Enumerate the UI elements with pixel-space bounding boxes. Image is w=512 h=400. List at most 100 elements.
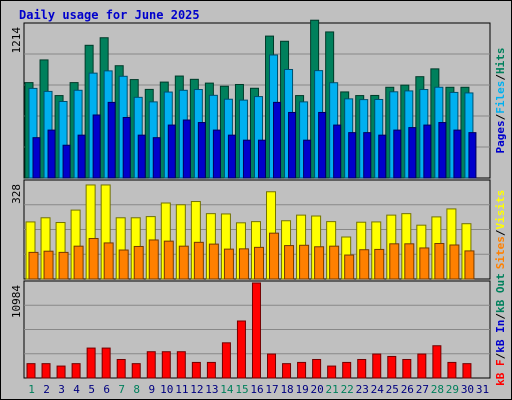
bar-sites [344, 254, 355, 280]
bar-sites [133, 245, 144, 280]
bar-sites [449, 244, 460, 280]
bar-kb-f [342, 361, 352, 379]
day-label: 10 [160, 383, 173, 396]
bar-kb-f [236, 320, 246, 379]
bar-pages [273, 101, 282, 179]
day-label: 1 [28, 383, 35, 396]
day-label: 30 [461, 383, 474, 396]
bar-pages [167, 124, 176, 179]
bar-kb-f [71, 363, 81, 379]
bar-pages [137, 134, 146, 179]
bar-sites [178, 245, 189, 280]
bar-sites [58, 251, 69, 280]
bar-sites [314, 246, 325, 280]
legend-visits-sites: Sites/Visits [494, 190, 507, 270]
legend-entry: / [494, 313, 507, 320]
bar-kb-f [282, 363, 292, 379]
bar-kb-f [462, 363, 472, 379]
day-label: 26 [401, 383, 414, 396]
bar-sites [73, 245, 84, 280]
bar-sites [374, 248, 385, 280]
bar-pages [182, 119, 191, 179]
bar-kb-f [86, 347, 96, 379]
bar-pages [152, 137, 161, 179]
bar-kb-f [191, 361, 201, 379]
bar-kb-f [131, 363, 141, 379]
day-label: 7 [118, 383, 125, 396]
bar-kb-f [267, 353, 277, 379]
bar-sites [284, 245, 295, 280]
bar-kb-f [176, 351, 186, 379]
day-label: 22 [341, 383, 354, 396]
bar-sites [193, 241, 204, 280]
bar-pages [423, 124, 432, 179]
legend-entry: / [494, 229, 507, 236]
day-label: 29 [446, 383, 459, 396]
legend-entry: / [494, 352, 507, 359]
day-label: 23 [356, 383, 369, 396]
bar-pages [212, 129, 221, 179]
day-label: 4 [73, 383, 80, 396]
legend-kbytes: kB F/kB In/kB Out [494, 273, 507, 386]
bar-sites [434, 243, 445, 280]
bar-kb-f [417, 353, 427, 379]
bar-sites [329, 245, 340, 280]
bar-kb-f [327, 365, 337, 379]
bar-kb-f [312, 358, 322, 379]
bar-pages [32, 137, 41, 179]
bar-kb-f [26, 363, 36, 379]
bar-kb-f [251, 282, 261, 379]
bar-kb-f [101, 347, 111, 379]
day-label: 3 [58, 383, 65, 396]
day-label: 5 [88, 383, 95, 396]
bar-kb-f [357, 358, 367, 379]
day-label: 18 [280, 383, 293, 396]
bar-pages [257, 139, 266, 179]
bar-sites [163, 240, 174, 280]
bar-sites [269, 232, 280, 280]
bar-pages [333, 124, 342, 179]
bar-pages [348, 132, 357, 179]
day-label: 11 [175, 383, 188, 396]
day-label: 12 [190, 383, 203, 396]
day-label: 8 [133, 383, 140, 396]
bar-pages [107, 101, 116, 179]
day-label: 2 [43, 383, 50, 396]
bar-sites [464, 250, 475, 280]
legend-entry: / [494, 74, 507, 81]
bar-pages [438, 122, 447, 179]
bar-kb-f [372, 353, 382, 379]
bar-sites [389, 243, 400, 280]
day-label: 20 [311, 383, 324, 396]
bar-pages [378, 134, 387, 179]
bar-sites [88, 237, 99, 280]
day-label: 15 [235, 383, 248, 396]
day-label: 28 [431, 383, 444, 396]
bar-pages [122, 117, 131, 179]
day-label: 17 [265, 383, 278, 396]
bar-pages [453, 129, 462, 179]
bar-pages [242, 139, 251, 179]
y-max-label: 328 [10, 184, 23, 204]
legend-entry: Sites [494, 236, 507, 269]
day-label: 14 [220, 383, 234, 396]
bar-pages [92, 114, 101, 179]
bar-pages [77, 134, 86, 179]
bar-kb-f [206, 361, 216, 379]
day-label: 13 [205, 383, 218, 396]
bar-pages [62, 144, 71, 179]
bar-pages [197, 122, 206, 179]
bar-sites [28, 251, 39, 280]
bar-sites [238, 248, 249, 280]
bar-sites [148, 239, 159, 280]
day-label: 24 [371, 383, 385, 396]
bar-kb-f [221, 342, 231, 379]
bar-pages [47, 129, 56, 179]
bar-sites [208, 243, 219, 280]
bar-kb-f [116, 358, 126, 379]
bar-sites [43, 250, 54, 280]
bar-kb-f [447, 361, 457, 379]
legend-entry: kB F [494, 359, 507, 386]
bar-sites [223, 248, 234, 280]
day-label: 9 [148, 383, 155, 396]
